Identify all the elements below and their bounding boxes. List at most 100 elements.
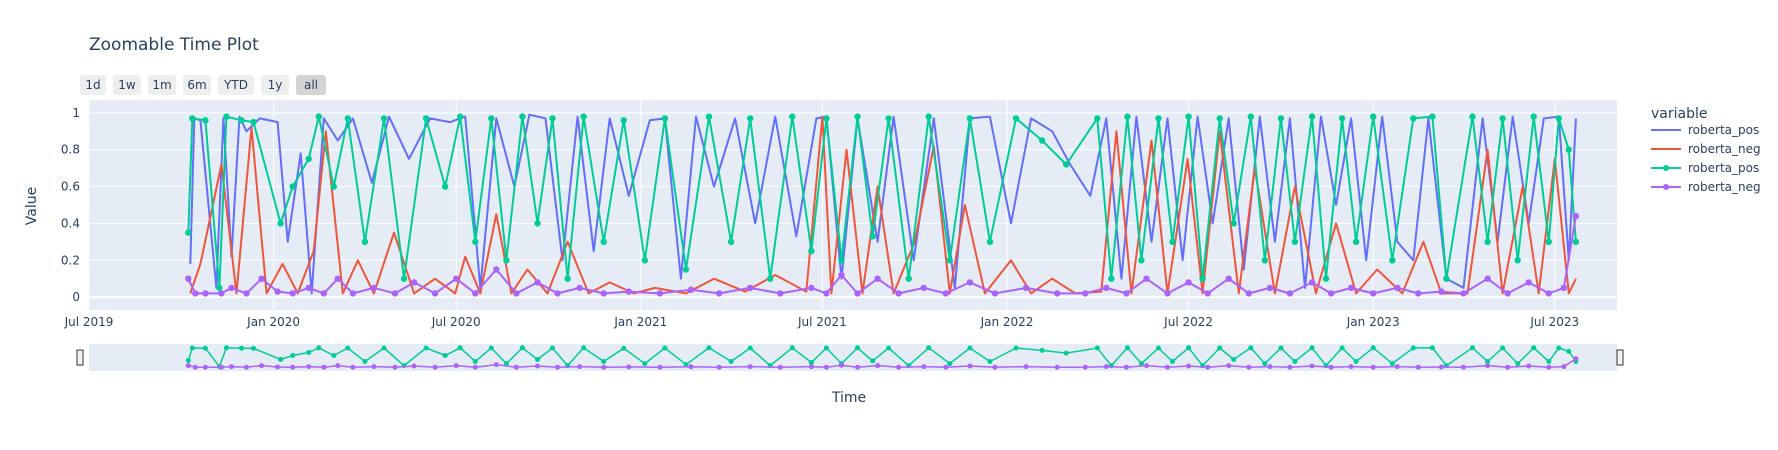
legend-label: roberta_neg [1688,142,1761,156]
rangeslider-point [1415,364,1421,370]
range-button-1m[interactable]: 1m [148,75,176,95]
rangeslider-point [472,364,478,370]
data-point [1124,113,1131,120]
rangeslider-point [926,345,932,351]
data-point [727,238,735,245]
rangeslider-point [1023,364,1029,370]
rangeslider-point [987,359,993,364]
rangeslider-point [202,345,208,351]
data-point [838,271,845,279]
range-button-1y[interactable]: 1y [261,75,289,95]
y-tick-label: 0.6 [61,180,80,194]
data-point [185,229,192,236]
data-point [258,275,265,282]
data-point [216,284,223,292]
rangeslider-point [1039,347,1045,353]
rangeslider-point [493,362,499,368]
rangeslider-point [886,345,892,351]
data-point [442,183,449,190]
range-button-bg [296,75,326,95]
rangeslider-point [1546,364,1552,370]
data-point [925,113,932,120]
rangeslider-point [1515,361,1521,367]
data-point [1504,290,1511,297]
legend-item-roberta_neg[interactable]: roberta_neg [1651,180,1761,194]
range-button-1d[interactable]: 1d [80,75,106,95]
data-point [305,284,312,292]
rangeslider-point [488,345,494,351]
range-button-YTD[interactable]: YTD [218,75,254,95]
data-point [1277,115,1285,122]
data-point [885,115,892,122]
rangeslider-right-handle[interactable] [1616,349,1624,366]
rangeslider-point [550,345,555,351]
rangeslider-point [688,364,694,370]
range-button-all[interactable]: all [296,75,326,95]
rangeslider-point [290,353,296,358]
data-point [838,257,845,264]
data-point [895,290,902,297]
rangeslider-point [362,359,368,364]
rangeslider-point [1526,363,1532,369]
data-point [1560,284,1568,292]
range-button-1w[interactable]: 1w [113,75,141,95]
data-point [1247,113,1255,120]
rangeslider-point [1013,345,1019,351]
data-point [1054,290,1061,297]
rangeslider-point [601,359,607,364]
rangeslider-point [392,364,398,370]
data-point [1308,113,1316,120]
data-point [289,290,296,297]
data-point [869,233,876,240]
data-point [966,279,974,286]
legend-item-roberta_pos[interactable]: roberta_pos [1651,161,1759,175]
data-point [202,290,209,297]
rangeslider-left-handle[interactable] [76,349,84,366]
x-tick-label: Jan 2021 [613,315,667,329]
rangeslider-point [316,345,322,351]
data-point [534,220,541,227]
data-point [1410,115,1417,122]
data-point [513,290,520,297]
rangeslider-point [577,364,583,370]
rangeslider-point [1156,345,1161,351]
data-point [986,238,994,245]
rangeslider-point [1429,345,1435,351]
rangeslider-point [943,364,949,370]
data-point [277,220,284,227]
rangeslider-point [626,364,632,370]
data-point [1169,238,1176,245]
rangeslider-point [1287,364,1293,370]
legend-label: roberta_pos [1688,161,1759,175]
data-point [1525,279,1532,286]
rangeslider-point [716,364,722,370]
data-point [1565,146,1573,153]
data-point [1394,284,1401,292]
rangeslider-point [1353,359,1359,364]
data-point [1484,238,1491,245]
data-point [243,290,250,297]
range-button-bg [261,75,289,95]
rangeslider-point [1278,345,1284,351]
data-point [600,238,607,245]
range-button-bg [148,75,176,95]
data-point [488,115,495,122]
data-point [620,117,627,124]
rangeslider-point [1267,364,1273,370]
rangeslider-point [1248,345,1254,351]
legend-label: roberta_neg [1688,180,1761,194]
rangeslider-point [1546,359,1552,364]
data-point [1327,290,1335,297]
data-point [1291,238,1299,245]
data-point [391,290,399,297]
x-tick-label: Jul 2023 [1529,315,1579,329]
rangeslider-point [185,358,191,363]
rangeslider-point [192,364,198,370]
rangeslider-point [823,364,829,370]
data-point [564,275,571,282]
data-point [682,266,690,273]
legend-item-roberta_neg[interactable]: roberta_neg [1651,142,1761,156]
rangeslider-point [1394,364,1400,370]
legend-item-roberta_pos[interactable]: roberta_pos [1651,123,1759,137]
range-button-6m[interactable]: 6m [183,75,211,95]
